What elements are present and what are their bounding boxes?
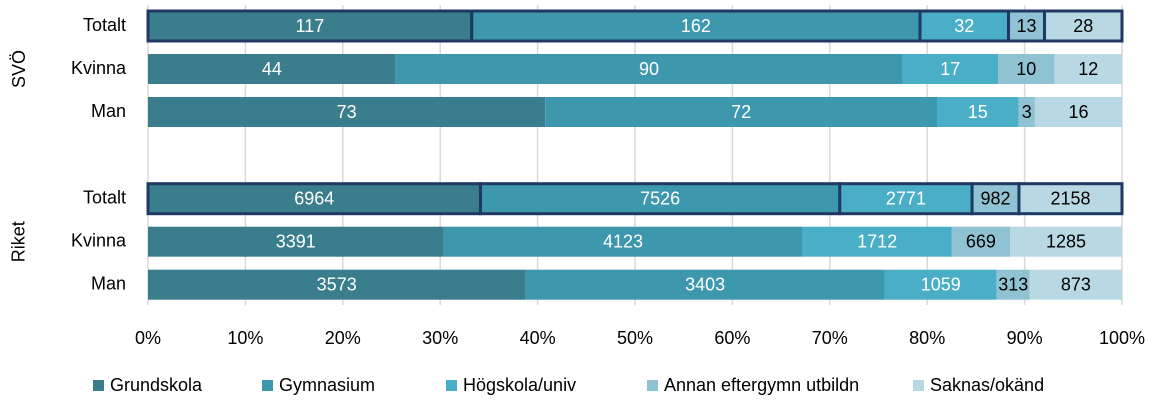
y-tick-label: Kvinna bbox=[71, 58, 127, 78]
group-label: Riket bbox=[9, 221, 29, 262]
bar-segment bbox=[838, 182, 974, 216]
data-label: 873 bbox=[1061, 274, 1091, 294]
legend-label: Gymnasium bbox=[279, 375, 375, 395]
data-label: 7526 bbox=[640, 188, 680, 208]
data-label: 44 bbox=[262, 59, 282, 79]
bar-segment bbox=[1007, 9, 1047, 43]
x-tick-label: 80% bbox=[909, 328, 945, 348]
data-label: 6964 bbox=[294, 188, 334, 208]
legend-label: Grundskola bbox=[110, 375, 203, 395]
legend-swatch bbox=[446, 380, 457, 391]
bar-segment bbox=[146, 9, 474, 43]
y-tick-label: Man bbox=[91, 101, 126, 121]
bar-segment bbox=[1034, 97, 1122, 127]
x-tick-label: 90% bbox=[1007, 328, 1043, 348]
legend-swatch bbox=[647, 380, 658, 391]
data-label: 162 bbox=[681, 16, 711, 36]
bar-segment bbox=[1054, 54, 1122, 84]
data-label: 32 bbox=[954, 16, 974, 36]
legend-swatch bbox=[262, 380, 273, 391]
data-label: 12 bbox=[1078, 59, 1098, 79]
bar-segment bbox=[996, 269, 1030, 300]
data-label: 17 bbox=[940, 59, 960, 79]
legend-swatch bbox=[93, 380, 104, 391]
x-tick-label: 10% bbox=[227, 328, 263, 348]
y-tick-label: Kvinna bbox=[71, 230, 127, 250]
legend-label: Annan eftergymn utbildn bbox=[664, 375, 859, 395]
data-label: 982 bbox=[981, 188, 1011, 208]
legend-swatch bbox=[913, 380, 924, 391]
data-label: 1059 bbox=[921, 274, 961, 294]
data-label: 90 bbox=[639, 59, 659, 79]
data-label: 73 bbox=[337, 102, 357, 122]
data-label: 3 bbox=[1022, 102, 1032, 122]
x-tick-label: 60% bbox=[714, 328, 750, 348]
bar-segment bbox=[998, 54, 1055, 84]
data-label: 3573 bbox=[317, 274, 357, 294]
x-tick-label: 50% bbox=[617, 328, 653, 348]
data-label: 16 bbox=[1068, 102, 1088, 122]
y-tick-label: Man bbox=[91, 273, 126, 293]
x-tick-label: 20% bbox=[325, 328, 361, 348]
x-tick-label: 100% bbox=[1099, 328, 1145, 348]
data-label: 15 bbox=[968, 102, 988, 122]
bar-segment bbox=[148, 97, 546, 127]
bar-segment bbox=[802, 226, 952, 257]
bar-segment bbox=[936, 97, 1019, 127]
bar-segment bbox=[545, 97, 937, 127]
data-label: 117 bbox=[296, 16, 325, 36]
bar-segment bbox=[951, 226, 1011, 257]
bar-segment bbox=[902, 54, 999, 84]
x-tick-label: 70% bbox=[812, 328, 848, 348]
bar-segment bbox=[525, 269, 885, 300]
bar-segment bbox=[395, 54, 903, 84]
bar-segment bbox=[148, 54, 396, 84]
bar-segment bbox=[1029, 269, 1122, 300]
bar-segment bbox=[1043, 9, 1124, 43]
data-label: 4123 bbox=[603, 231, 643, 251]
data-label: 72 bbox=[731, 102, 751, 122]
data-label: 10 bbox=[1016, 59, 1036, 79]
bar-segment bbox=[478, 182, 842, 216]
data-label: 1712 bbox=[857, 231, 897, 251]
legend-label: Högskola/univ bbox=[463, 375, 576, 395]
bar-segment bbox=[1010, 226, 1122, 257]
group-label: SVÖ bbox=[9, 50, 29, 88]
data-label: 28 bbox=[1073, 16, 1093, 36]
y-tick-label: Totalt bbox=[83, 187, 126, 207]
bar-segment bbox=[1018, 97, 1035, 127]
bar-segment bbox=[148, 226, 444, 257]
y-tick-label: Totalt bbox=[83, 15, 126, 35]
bar-segment bbox=[1017, 182, 1124, 216]
x-tick-label: 30% bbox=[422, 328, 458, 348]
data-label: 313 bbox=[998, 274, 1028, 294]
data-label: 2771 bbox=[886, 188, 926, 208]
x-tick-label: 40% bbox=[520, 328, 556, 348]
data-label: 2158 bbox=[1050, 188, 1090, 208]
bar-segment bbox=[148, 269, 526, 300]
legend-label: Saknas/okänd bbox=[930, 375, 1044, 395]
bar-segment bbox=[884, 269, 997, 300]
data-label: 1285 bbox=[1046, 231, 1086, 251]
data-label: 3403 bbox=[685, 274, 725, 294]
data-label: 13 bbox=[1017, 16, 1037, 36]
data-label: 3391 bbox=[276, 231, 316, 251]
data-label: 669 bbox=[966, 231, 996, 251]
x-tick-label: 0% bbox=[135, 328, 161, 348]
bar-segment bbox=[443, 226, 803, 257]
